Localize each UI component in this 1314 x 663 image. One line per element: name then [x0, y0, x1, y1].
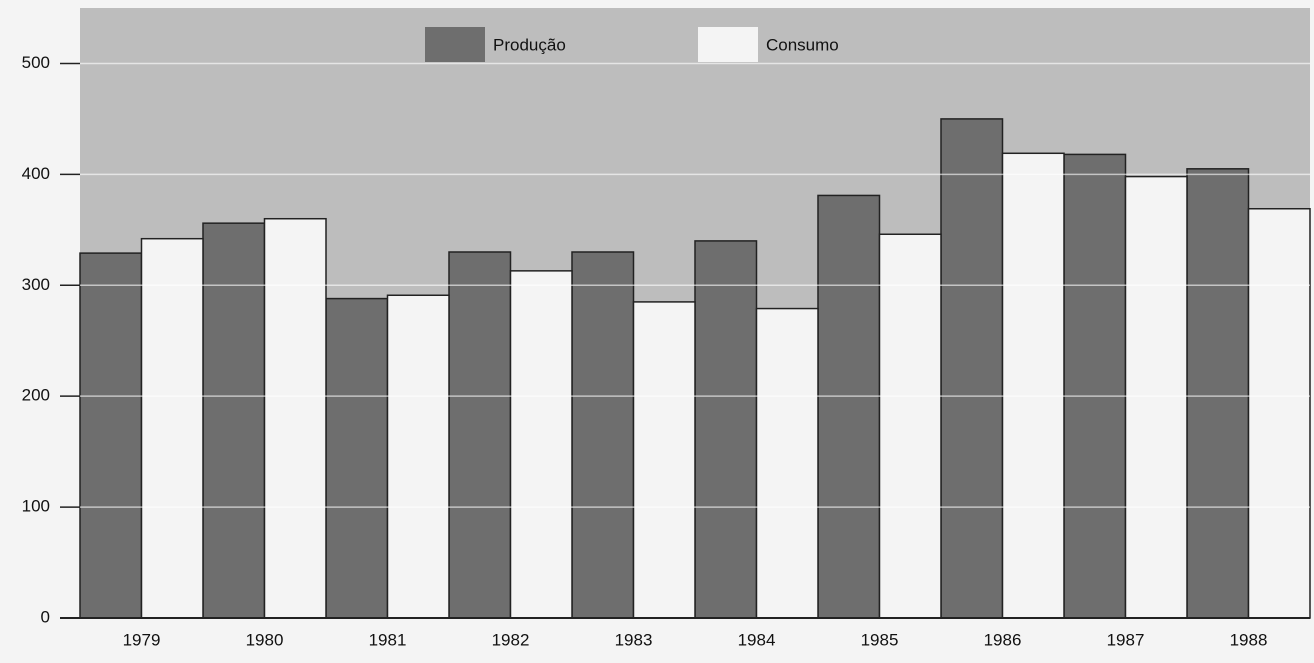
bar — [755, 307, 819, 619]
y-tick-label: 100 — [22, 497, 50, 516]
bar — [694, 240, 758, 619]
y-tick-label: 300 — [22, 275, 50, 294]
x-tick-label: 1988 — [1230, 630, 1268, 649]
bar — [940, 118, 1004, 619]
bar — [571, 251, 635, 619]
x-tick-label: 1984 — [738, 630, 776, 649]
y-tick-label: 400 — [22, 164, 50, 183]
y-tick-label: 0 — [41, 607, 50, 626]
bar — [448, 251, 512, 619]
x-tick-label: 1987 — [1107, 630, 1145, 649]
x-tick-label: 1980 — [246, 630, 284, 649]
legend-swatch — [425, 27, 485, 62]
x-tick-label: 1986 — [984, 630, 1022, 649]
bar — [263, 217, 327, 619]
bar — [1124, 175, 1188, 619]
bar — [79, 252, 143, 619]
bar — [632, 301, 696, 619]
bar — [386, 294, 450, 619]
legend-label: Produção — [493, 35, 566, 54]
bar — [1186, 168, 1250, 619]
y-tick-label: 500 — [22, 53, 50, 72]
bar — [509, 270, 573, 619]
x-tick-label: 1979 — [123, 630, 161, 649]
bar — [1063, 153, 1127, 619]
y-tick-label: 200 — [22, 386, 50, 405]
legend-swatch — [698, 27, 758, 62]
bar — [817, 194, 881, 619]
bar — [325, 297, 389, 619]
bar — [878, 233, 942, 619]
bar — [1001, 152, 1065, 619]
x-tick-label: 1985 — [861, 630, 899, 649]
x-tick-label: 1983 — [615, 630, 653, 649]
x-tick-label: 1981 — [369, 630, 407, 649]
bar — [202, 222, 266, 619]
legend-label: Consumo — [766, 35, 839, 54]
x-tick-label: 1982 — [492, 630, 530, 649]
bar — [140, 237, 204, 619]
bar — [1247, 207, 1311, 619]
